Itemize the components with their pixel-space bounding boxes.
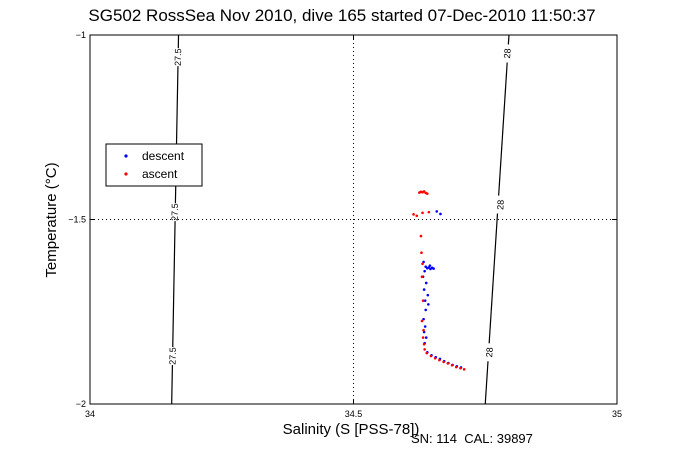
- descent-point: [423, 325, 427, 328]
- contour-label-bg: [170, 203, 180, 222]
- descent-point: [439, 212, 442, 216]
- ascent-point: [415, 214, 419, 218]
- descent-point: [424, 308, 427, 312]
- legend-box: [105, 143, 203, 187]
- contour-label: 27.5: [170, 203, 180, 221]
- y-tick-label: −2: [76, 399, 86, 409]
- data-points: [412, 190, 466, 371]
- legend-label-descent: descent: [142, 149, 185, 163]
- ascent-point: [425, 351, 429, 355]
- ascent-point: [429, 354, 433, 358]
- descent-point: [424, 281, 428, 285]
- legend: descent ascent: [105, 143, 203, 187]
- ascent-point: [419, 234, 423, 238]
- x-axis-label: Salinity (S [PSS-78]): [283, 421, 420, 438]
- ascent-point: [421, 299, 425, 302]
- descent-point: [435, 210, 439, 213]
- descent-point: [423, 299, 427, 302]
- ascent-point: [420, 319, 424, 323]
- descent-point: [423, 269, 426, 273]
- ascent-point: [462, 368, 466, 371]
- ascent-point: [422, 328, 425, 332]
- ascent-point: [423, 348, 426, 351]
- descent-point: [432, 267, 435, 270]
- x-tick-label: 34.5: [345, 409, 363, 419]
- ascent-point: [438, 358, 441, 362]
- footer-serial-cal: SN: 114 CAL: 39897: [411, 431, 533, 446]
- ascent-point: [454, 365, 458, 369]
- density-contours: 27.5 27.5 27.5 28 28 28: [168, 34, 513, 405]
- contour-label: 28: [495, 199, 506, 210]
- contour-label: 28: [502, 48, 513, 59]
- descent-point: [426, 293, 430, 297]
- legend-marker-descent: [124, 154, 128, 158]
- ascent-point: [427, 210, 431, 214]
- ascent-point: [421, 211, 424, 215]
- descent-point: [422, 317, 425, 321]
- contour-label: 28: [484, 347, 495, 358]
- ascent-point: [420, 275, 424, 278]
- ascent-point: [459, 366, 462, 370]
- contour-label-bg: [495, 195, 506, 215]
- ascent-point: [421, 336, 425, 339]
- x-tick-label: 35: [612, 409, 622, 419]
- legend-label-ascent: ascent: [142, 167, 178, 181]
- ascent-point: [425, 192, 429, 195]
- contour-label-bg: [168, 346, 178, 366]
- descent-point: [428, 264, 432, 267]
- contour-label: 27.5: [173, 48, 183, 66]
- y-tick-label: −1.5: [68, 215, 86, 225]
- grid-lines: [90, 35, 617, 404]
- ascent-point: [412, 213, 415, 216]
- descent-point: [422, 288, 426, 291]
- legend-marker-ascent: [124, 172, 128, 176]
- contour-line: [484, 34, 510, 405]
- descent-point: [427, 303, 430, 306]
- y-axis-label: Temperature (°C): [43, 162, 60, 277]
- contour-label-bg: [484, 343, 495, 362]
- ascent-point: [422, 342, 426, 346]
- descent-point: [424, 336, 428, 339]
- x-tick-label: 34: [85, 409, 95, 419]
- contour-label: 27.5: [168, 347, 178, 365]
- ascent-point: [446, 362, 450, 365]
- y-tick-label: −1: [76, 30, 86, 40]
- ascent-point: [420, 251, 423, 255]
- contour-label-bg: [173, 48, 183, 67]
- contour-label-bg: [502, 44, 513, 63]
- ascent-point: [433, 356, 437, 360]
- ascent-point: [421, 262, 424, 266]
- ascent-point: [442, 360, 445, 364]
- ascent-point: [450, 363, 454, 367]
- axis-ticks: 34 34.5 35 −1 −1.5 −2: [68, 30, 622, 419]
- chart-title: SG502 RossSea Nov 2010, dive 165 started…: [88, 6, 595, 25]
